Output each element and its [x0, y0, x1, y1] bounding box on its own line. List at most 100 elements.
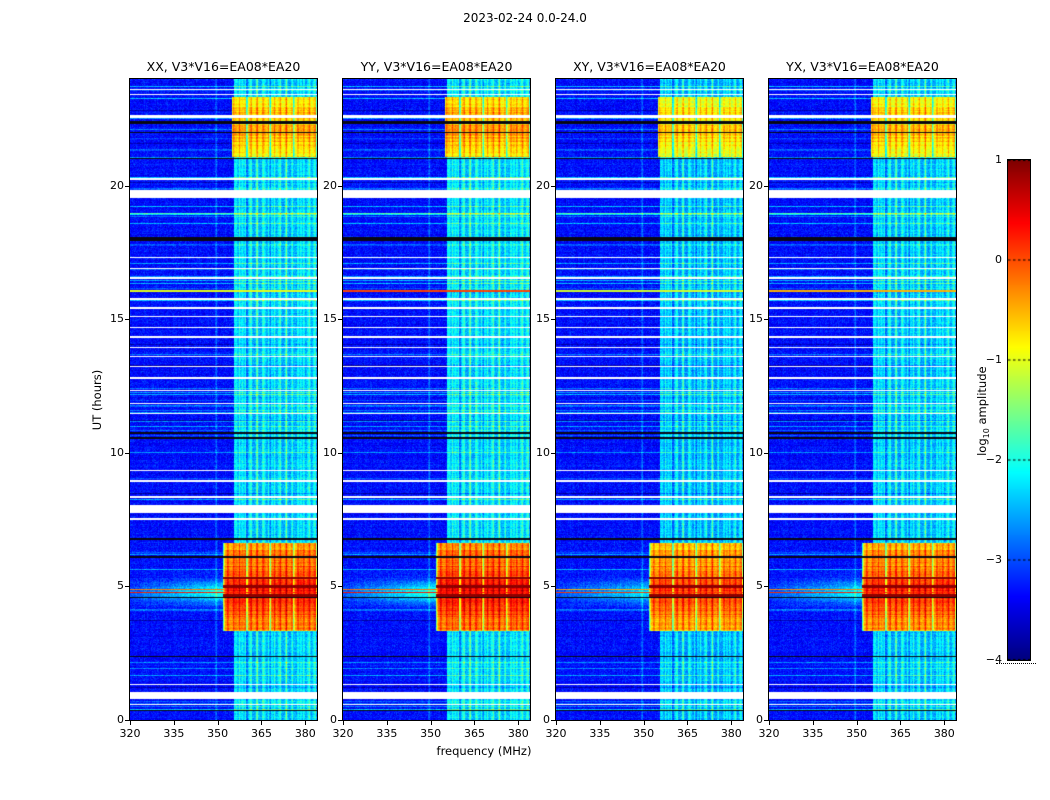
y-tick — [125, 185, 129, 187]
colorbar-label-sub: 10 — [982, 428, 992, 439]
colorbar-under-mark — [996, 663, 1036, 664]
colorbar-tick-label: −3 — [985, 553, 1002, 566]
colorbar-tick-label: −4 — [985, 653, 1002, 666]
x-tick — [812, 721, 814, 725]
y-tick-label: 10 — [110, 445, 124, 459]
x-tick-label: 350 — [420, 727, 442, 740]
x-tick-label: 380 — [507, 727, 529, 740]
y-tick-label: 10 — [749, 445, 763, 459]
y-tick-label: 10 — [536, 445, 550, 459]
colorbar-tick-label: 1 — [995, 153, 1002, 166]
colorbar-gradient — [1007, 159, 1031, 661]
x-tick — [856, 721, 858, 725]
y-tick — [764, 185, 768, 187]
x-tick — [173, 721, 175, 725]
spectrogram-panel-XX — [129, 78, 318, 721]
y-tick-label: 5 — [756, 579, 763, 593]
x-tick — [687, 721, 689, 725]
x-tick-label: 380 — [294, 727, 316, 740]
x-tick — [305, 721, 307, 725]
y-tick — [764, 586, 768, 588]
x-tick — [769, 721, 770, 725]
figure-title: 2023-02-24 0.0-24.0 — [463, 11, 587, 25]
spectrogram-panel-YY — [342, 78, 531, 721]
x-tick — [944, 721, 946, 725]
y-tick-label: 20 — [323, 178, 337, 192]
y-tick-label: 5 — [330, 579, 337, 593]
x-tick — [430, 721, 432, 725]
x-tick — [343, 721, 344, 725]
y-tick — [125, 720, 129, 721]
x-tick-label: 320 — [545, 727, 567, 740]
x-tick — [731, 721, 733, 725]
y-tick — [551, 452, 555, 454]
y-tick-label: 10 — [323, 445, 337, 459]
x-axis-label: frequency (MHz) — [436, 744, 532, 758]
y-tick-label: 5 — [543, 579, 550, 593]
y-tick-label: 15 — [749, 312, 763, 326]
x-tick-label: 320 — [119, 727, 141, 740]
x-tick-label: 350 — [846, 727, 868, 740]
y-tick — [551, 185, 555, 187]
spectrogram-panel-YX — [768, 78, 957, 721]
y-tick-label: 15 — [323, 312, 337, 326]
x-tick-label: 350 — [633, 727, 655, 740]
y-tick-label: 0 — [543, 713, 550, 726]
x-tick-label: 365 — [463, 727, 485, 740]
colorbar-label: log10 amplitude — [975, 311, 991, 511]
x-tick-label: 335 — [376, 727, 398, 740]
colorbar-tick-label: −1 — [985, 353, 1002, 366]
y-tick — [764, 720, 768, 721]
y-tick-label: 0 — [756, 713, 763, 726]
x-tick — [643, 721, 645, 725]
panel-title-YY: YY, V3*V16=EA08*EA20 — [360, 59, 513, 74]
x-tick — [599, 721, 601, 725]
x-tick-label: 380 — [720, 727, 742, 740]
y-tick — [338, 720, 342, 721]
y-tick — [551, 586, 555, 588]
y-tick-label: 20 — [536, 178, 550, 192]
x-tick — [130, 721, 131, 725]
y-tick-label: 0 — [330, 713, 337, 726]
x-tick — [900, 721, 902, 725]
y-tick-label: 15 — [536, 312, 550, 326]
x-tick-label: 365 — [676, 727, 698, 740]
colorbar-label-suffix: amplitude — [974, 366, 989, 429]
x-tick — [217, 721, 219, 725]
y-tick-label: 15 — [110, 312, 124, 326]
x-tick-label: 320 — [758, 727, 780, 740]
colorbar-tick-label: −2 — [985, 453, 1002, 466]
x-tick — [261, 721, 263, 725]
y-tick — [551, 720, 555, 721]
x-tick-label: 380 — [933, 727, 955, 740]
y-tick — [125, 452, 129, 454]
y-axis-label: UT (hours) — [90, 369, 104, 431]
x-tick — [556, 721, 557, 725]
y-tick — [764, 452, 768, 454]
y-tick — [125, 586, 129, 588]
panel-title-YX: YX, V3*V16=EA08*EA20 — [786, 59, 939, 74]
panel-title-XX: XX, V3*V16=EA08*EA20 — [146, 59, 301, 74]
x-tick — [474, 721, 476, 725]
spectrogram-panel-XY — [555, 78, 744, 721]
y-tick — [338, 452, 342, 454]
y-tick — [551, 319, 555, 321]
x-tick-label: 335 — [589, 727, 611, 740]
y-tick-label: 5 — [117, 579, 124, 593]
colorbar-label-prefix: log — [974, 438, 989, 456]
y-tick-label: 20 — [749, 178, 763, 192]
y-tick — [338, 185, 342, 187]
x-tick — [518, 721, 520, 725]
x-tick-label: 350 — [207, 727, 229, 740]
x-tick — [386, 721, 388, 725]
x-tick-label: 365 — [889, 727, 911, 740]
y-tick-label: 20 — [110, 178, 124, 192]
y-tick — [338, 586, 342, 588]
y-tick — [125, 319, 129, 321]
x-tick-label: 320 — [332, 727, 354, 740]
y-tick-label: 0 — [117, 713, 124, 726]
y-tick — [764, 319, 768, 321]
y-tick — [338, 319, 342, 321]
x-tick-label: 335 — [802, 727, 824, 740]
